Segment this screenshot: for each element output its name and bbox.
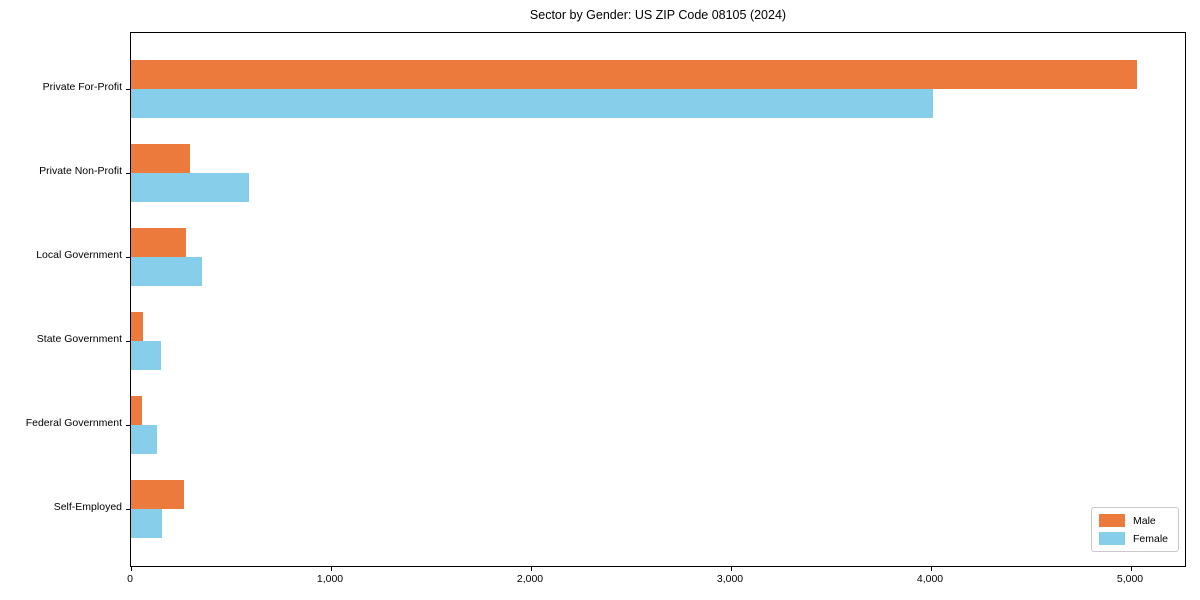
y-tick-mark [126,425,130,426]
plot-area: Male Female [126,32,1186,571]
bar-male [131,312,144,341]
bar-female [131,89,933,118]
x-tick-label: 2,000 [516,573,544,585]
y-tick-mark [126,509,130,510]
legend-label: Male [1132,514,1156,527]
legend-row: Female [1098,532,1168,545]
chart-title: Sector by Gender: US ZIP Code 08105 (202… [529,8,787,22]
x-tick-label: 0 [127,573,133,585]
legend-label: Female [1132,532,1168,545]
bar-female [131,425,157,454]
x-tick-mark [331,567,332,571]
x-tick-label: 3,000 [716,573,744,585]
y-tick-mark [126,173,130,174]
x-tick-mark [531,567,532,571]
x-tick-mark [131,567,132,571]
y-tick-label: Federal Government [25,417,122,429]
bar-male [131,60,1137,89]
bar-male [131,228,186,257]
y-tick-label: Self-Employed [53,501,122,513]
legend: Male Female [1090,507,1179,552]
x-tick-mark [931,567,932,571]
y-tick-label: Private For-Profit [42,81,122,93]
y-tick-label: Local Government [36,249,122,261]
bar-male [131,480,184,509]
y-tick-label: State Government [36,333,122,345]
x-tick-label: 4,000 [916,573,944,585]
y-tick-label: Private Non-Profit [39,165,122,177]
x-tick-label: 5,000 [1116,573,1144,585]
legend-row: Male [1098,514,1168,527]
y-tick-mark [126,341,130,342]
y-tick-mark [126,257,130,258]
bar-female [131,341,161,370]
legend-swatch-female [1098,532,1125,545]
x-tick-mark [1131,567,1132,571]
bar-female [131,509,162,538]
bar-female [131,257,202,286]
y-tick-mark [126,89,130,90]
bar-male [131,144,190,173]
bar-male [131,396,142,425]
x-tick-label: 1,000 [316,573,344,585]
legend-swatch-male [1098,514,1125,527]
x-tick-mark [731,567,732,571]
bar-female [131,173,249,202]
